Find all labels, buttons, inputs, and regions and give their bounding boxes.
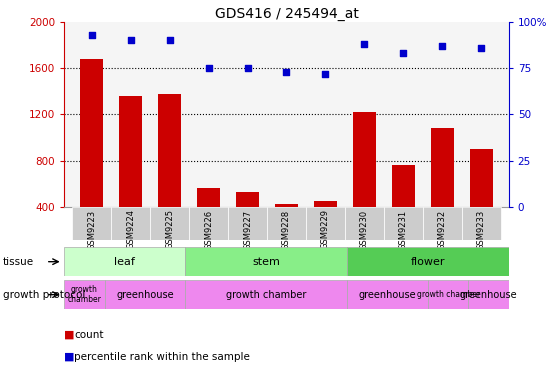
Bar bbox=[267, 207, 306, 240]
Bar bbox=[119, 96, 142, 253]
Text: GSM9225: GSM9225 bbox=[165, 209, 174, 249]
Bar bbox=[158, 94, 181, 253]
Point bbox=[243, 65, 252, 71]
Point bbox=[438, 43, 447, 49]
Bar bbox=[186, 280, 347, 309]
Text: growth
chamber: growth chamber bbox=[68, 285, 101, 305]
Text: count: count bbox=[74, 330, 104, 340]
Point bbox=[477, 45, 486, 51]
Text: GSM9223: GSM9223 bbox=[87, 209, 96, 250]
Bar bbox=[468, 280, 509, 309]
Bar bbox=[347, 280, 428, 309]
Bar bbox=[428, 280, 468, 309]
Point bbox=[282, 69, 291, 75]
Bar bbox=[236, 192, 259, 253]
Text: ■: ■ bbox=[64, 352, 75, 362]
Text: GSM9227: GSM9227 bbox=[243, 209, 252, 250]
Text: growth protocol: growth protocol bbox=[3, 290, 85, 300]
Bar bbox=[306, 207, 345, 240]
Bar bbox=[353, 112, 376, 253]
Bar bbox=[431, 128, 454, 253]
Text: GSM9224: GSM9224 bbox=[126, 209, 135, 249]
Bar bbox=[72, 207, 111, 240]
Point bbox=[360, 41, 369, 47]
Bar bbox=[462, 207, 501, 240]
Text: GSM9233: GSM9233 bbox=[477, 209, 486, 250]
Bar bbox=[314, 201, 337, 253]
Bar bbox=[384, 207, 423, 240]
Text: tissue: tissue bbox=[3, 257, 34, 267]
Bar bbox=[275, 205, 298, 253]
Text: GSM9229: GSM9229 bbox=[321, 209, 330, 249]
Text: growth chamber: growth chamber bbox=[416, 290, 480, 299]
Point bbox=[126, 38, 135, 44]
Title: GDS416 / 245494_at: GDS416 / 245494_at bbox=[215, 7, 358, 21]
Point bbox=[165, 38, 174, 44]
Text: GSM9226: GSM9226 bbox=[204, 209, 213, 250]
Text: GSM9231: GSM9231 bbox=[399, 209, 408, 250]
Text: GSM9230: GSM9230 bbox=[360, 209, 369, 250]
Bar bbox=[111, 207, 150, 240]
Bar bbox=[105, 280, 186, 309]
Bar bbox=[64, 280, 105, 309]
Bar bbox=[470, 149, 493, 253]
Text: ■: ■ bbox=[64, 330, 75, 340]
Text: leaf: leaf bbox=[115, 257, 135, 267]
Bar bbox=[347, 247, 509, 276]
Bar bbox=[150, 207, 189, 240]
Bar bbox=[80, 59, 103, 253]
Bar bbox=[186, 247, 347, 276]
Bar bbox=[392, 165, 415, 253]
Text: greenhouse: greenhouse bbox=[359, 290, 416, 300]
Text: greenhouse: greenhouse bbox=[459, 290, 517, 300]
Bar bbox=[423, 207, 462, 240]
Text: percentile rank within the sample: percentile rank within the sample bbox=[74, 352, 250, 362]
Bar bbox=[228, 207, 267, 240]
Bar bbox=[189, 207, 228, 240]
Text: GSM9228: GSM9228 bbox=[282, 209, 291, 250]
Point bbox=[321, 71, 330, 76]
Bar bbox=[345, 207, 384, 240]
Text: flower: flower bbox=[411, 257, 445, 267]
Bar bbox=[197, 188, 220, 253]
Point bbox=[399, 51, 408, 56]
Point bbox=[87, 32, 96, 38]
Point bbox=[204, 65, 213, 71]
Text: growth chamber: growth chamber bbox=[226, 290, 306, 300]
Text: stem: stem bbox=[252, 257, 280, 267]
Text: GSM9232: GSM9232 bbox=[438, 209, 447, 250]
Bar bbox=[64, 247, 186, 276]
Text: greenhouse: greenhouse bbox=[116, 290, 174, 300]
